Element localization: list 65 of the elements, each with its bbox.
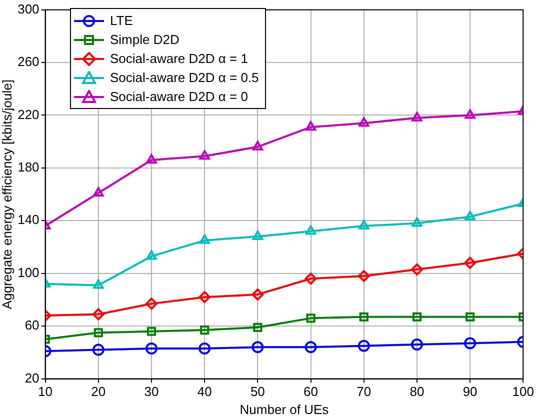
y-tick-label: 180 [18, 160, 40, 175]
point [412, 312, 422, 322]
point [358, 220, 370, 230]
x-tick-label: 60 [304, 384, 318, 400]
point [198, 291, 211, 304]
point [359, 312, 368, 322]
point [252, 288, 264, 300]
legend-label: Social-aware D2D α = 0.5 [110, 70, 259, 85]
point [252, 140, 264, 150]
point [198, 342, 211, 354]
point [412, 112, 422, 122]
point [252, 230, 264, 240]
point [305, 225, 316, 235]
point [199, 150, 210, 160]
legend-label: Social-aware D2D α = 1 [110, 51, 248, 66]
point [412, 217, 422, 227]
x-tick-label: 50 [250, 384, 265, 400]
point [146, 154, 157, 164]
x-axis-title: Number of UEs [240, 402, 330, 417]
y-tick-label: 60 [24, 318, 40, 333]
point [464, 109, 476, 119]
y-tick-label: 140 [18, 212, 40, 228]
legend-label: LTE [110, 13, 133, 28]
y-tick-label: 20 [24, 370, 40, 386]
point [252, 341, 264, 354]
point [94, 328, 103, 338]
point [146, 250, 157, 260]
point [304, 341, 317, 354]
point [253, 322, 262, 332]
x-tick-label: 10 [38, 384, 53, 400]
x-tick-label: 30 [144, 384, 159, 400]
legend-label: Social-aware D2D α = 0 [110, 89, 248, 104]
point [410, 338, 423, 351]
point [358, 270, 370, 282]
point [145, 298, 158, 310]
point [93, 186, 104, 196]
x-tick-label: 70 [356, 384, 372, 400]
point [200, 326, 210, 335]
y-tick-label: 260 [18, 54, 40, 70]
point [306, 314, 316, 323]
point [92, 308, 104, 320]
point [358, 340, 370, 352]
point [464, 210, 476, 220]
y-tick-label: 300 [18, 1, 40, 16]
y-tick-label: 100 [18, 264, 40, 280]
x-tick-label: 40 [197, 384, 212, 400]
point [92, 344, 104, 356]
point [464, 256, 476, 269]
y-axis-title: Aggregate energy efficiency [kbits/joule] [0, 80, 14, 310]
point [145, 342, 158, 354]
point [410, 263, 423, 276]
point [466, 312, 475, 322]
point [304, 272, 317, 285]
point [358, 117, 370, 127]
point [146, 326, 156, 336]
point [464, 337, 476, 350]
y-tick-label: 220 [18, 106, 40, 122]
x-tick-label: 20 [91, 384, 106, 400]
x-tick-label: 80 [410, 384, 424, 400]
point [305, 121, 316, 131]
legend-label: Simple D2D [110, 32, 180, 47]
x-tick-label: 100 [512, 384, 534, 400]
point [199, 234, 210, 244]
x-tick-label: 90 [462, 384, 478, 400]
point [93, 279, 104, 289]
